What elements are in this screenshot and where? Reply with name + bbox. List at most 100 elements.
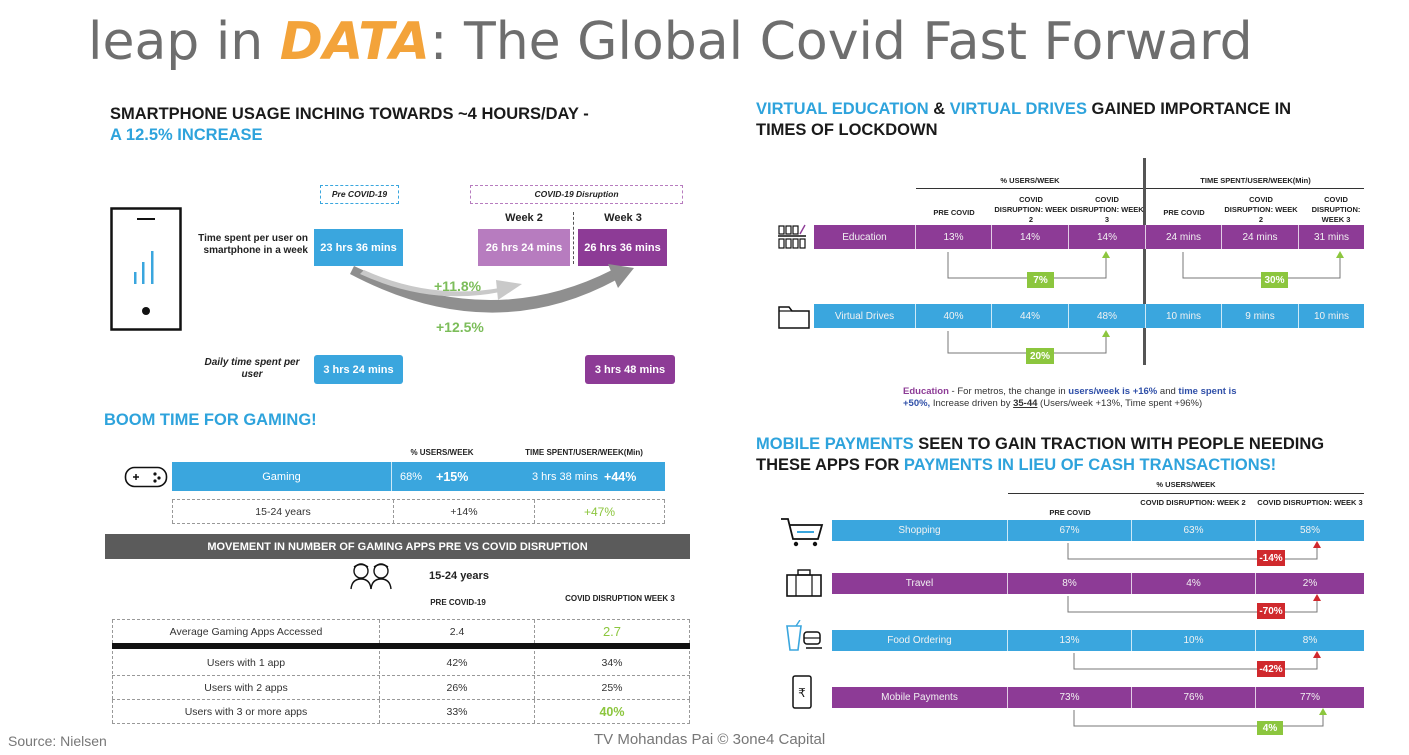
smartphone-heading-line2: A 12.5% INCREASE	[110, 126, 263, 144]
edu-col-time-pre: PRE COVID	[1163, 208, 1205, 217]
gaming-time-cell: 3 hrs 38 mins +44%	[532, 462, 665, 491]
apps-row-label: Users with 2 apps	[112, 676, 380, 699]
gaming-users-cell: 68% +15%	[392, 462, 532, 491]
virtual-drives-value: 10 mins	[1146, 304, 1222, 328]
food-row: Food Ordering 13% 10% 8%	[832, 630, 1364, 651]
education-value: 14%	[992, 225, 1069, 249]
edu-vertical-divider	[1143, 158, 1146, 365]
apps-row-pre: 2.4	[380, 620, 535, 643]
users-icon	[350, 563, 392, 590]
gaming-row: Gaming 68% +15% 3 hrs 38 mins +44%	[172, 462, 665, 491]
edu-group-time: TIME SPENT/USER/WEEK(Min)	[1200, 176, 1311, 185]
note-time: time spent is	[1178, 386, 1237, 397]
apps-row-pre: 42%	[380, 651, 535, 674]
mobile-payments-w3: 77%	[1299, 692, 1320, 703]
mobile-payments-badge: 4%	[1257, 721, 1283, 735]
gamepad-icon	[124, 466, 168, 488]
education-heading-part1: VIRTUAL EDUCATION	[756, 100, 929, 118]
covid-disruption-label: COVID-19 Disruption	[470, 185, 683, 204]
payments-heading-rest: SEEN TO GAIN TRACTION WITH PEOPLE NEEDIN…	[913, 435, 1325, 453]
apps-col-covid: COVID DISRUPTION WEEK 3	[565, 594, 675, 603]
virtual-drives-value: 40%	[916, 304, 992, 328]
folder-icon	[778, 306, 810, 329]
footer-source: Source: Nielsen	[8, 733, 107, 749]
note-text2: Increase driven by	[930, 398, 1014, 409]
education-connectors	[947, 251, 1344, 279]
food-connector	[1073, 651, 1321, 670]
growth-week2: +11.8%	[434, 278, 482, 294]
food-w2: 10%	[1132, 630, 1256, 651]
payments-heading-part1: MOBILE PAYMENTS	[756, 435, 914, 453]
pay-header-rule	[1008, 493, 1364, 494]
pay-col-pre: PRE COVID	[1049, 508, 1091, 517]
education-value: 14%	[1069, 225, 1146, 249]
travel-label: Travel	[832, 573, 1008, 594]
movement-heading: MOVEMENT IN NUMBER OF GAMING APPS PRE VS…	[105, 534, 690, 559]
apps-row-covid: 25%	[535, 676, 690, 699]
apps-row-pre: 33%	[380, 700, 535, 723]
suitcase-icon	[786, 569, 822, 597]
food-pre: 13%	[1008, 630, 1132, 651]
education-heading-part2: VIRTUAL DRIVES	[949, 100, 1087, 118]
education-heading-line2: TIMES OF LOCKDOWN	[756, 121, 938, 139]
title-suffix: : The Global Covid Fast Forward	[429, 12, 1253, 72]
apps-row-2: Users with 2 apps 26% 25%	[112, 675, 690, 699]
gaming-heading: BOOM TIME FOR GAMING!	[104, 411, 317, 429]
gaming-users-change: +15%	[436, 469, 469, 484]
apps-row-covid: 2.7	[535, 620, 690, 643]
edu-col-w3: COVID DISRUPTION: WEEK 3	[1070, 195, 1144, 224]
gaming-age-row: 15-24 years +14% +47%	[172, 499, 665, 524]
education-value: 24 mins	[1146, 225, 1222, 249]
week-divider	[573, 212, 574, 264]
pre-covid-label: Pre COVID-19	[320, 185, 399, 204]
mobile-payments-label: Mobile Payments	[832, 687, 1008, 708]
shopping-label: Shopping	[832, 520, 1008, 541]
edu-header-rule	[916, 188, 1364, 189]
gaming-time-change: +44%	[604, 469, 637, 484]
payments-heading: MOBILE PAYMENTS SEEN TO GAIN TRACTION WI…	[756, 434, 1324, 476]
note-age: 35-44	[1013, 398, 1038, 409]
apps-row-label: Average Gaming Apps Accessed	[112, 620, 380, 643]
education-value: 24 mins	[1222, 225, 1299, 249]
travel-w2: 4%	[1132, 573, 1256, 594]
note-lead: Education	[903, 386, 949, 397]
virtual-drives-value: 48%	[1069, 304, 1146, 328]
apps-col-pre: PRE COVID-19	[430, 598, 486, 607]
gaming-col-users: % USERS/WEEK	[410, 448, 474, 457]
education-row: Education 13% 14% 14% 24 mins 24 mins 31…	[814, 225, 1364, 249]
gaming-users-value: 68%	[400, 470, 423, 483]
time-spent-label: Time spent per user on smartphone in a w…	[198, 233, 308, 256]
education-heading-rest: GAINED IMPORTANCE IN	[1086, 100, 1292, 118]
shopping-connector	[1067, 541, 1321, 560]
week3-value: 26 hrs 36 mins	[578, 229, 667, 266]
gaming-col-time: TIME SPENT/USER/WEEK(Min)	[525, 448, 643, 457]
education-note: Education - For metros, the change in us…	[903, 386, 1236, 410]
books-icon	[778, 224, 806, 249]
title-prefix: leap in	[88, 12, 280, 72]
travel-badge: -70%	[1257, 603, 1285, 619]
shopping-w3: 58%	[1299, 525, 1320, 536]
food-badge: -42%	[1257, 661, 1285, 677]
education-label: Education	[814, 225, 916, 249]
age-group-label: 15-24 years	[429, 570, 489, 582]
virtual-drives-row: Virtual Drives 40% 44% 48% 10 mins 9 min…	[814, 304, 1364, 328]
week2-label: Week 2	[505, 212, 543, 224]
virtual-drives-label: Virtual Drives	[814, 304, 916, 328]
apps-row-covid: 34%	[535, 651, 690, 674]
virtual-drives-value: 9 mins	[1222, 304, 1299, 328]
virtual-drives-value: 44%	[992, 304, 1069, 328]
payments-heading-line2-part1: THESE APPS FOR	[756, 456, 904, 474]
note-text3: (Users/week +13%, Time spent +96%)	[1037, 398, 1203, 409]
note-pct: +50%,	[903, 398, 931, 409]
edu-col-w2: COVID DISRUPTION: WEEK 2	[994, 195, 1068, 224]
page-title: leap in DATA: The Global Covid Fast Forw…	[88, 12, 1253, 72]
food-icon	[786, 620, 822, 651]
week2-value: 26 hrs 24 mins	[478, 229, 570, 266]
gaming-age-users: +14%	[394, 500, 535, 523]
education-heading: VIRTUAL EDUCATION & VIRTUAL DRIVES GAINE…	[756, 99, 1291, 141]
pay-group-users: % USERS/WEEK	[1156, 480, 1216, 489]
svg-text:₹: ₹	[798, 686, 806, 700]
smartphone-heading: SMARTPHONE USAGE INCHING TOWARDS ~4 HOUR…	[110, 104, 589, 146]
pay-col-w2: COVID DISRUPTION: WEEK 2	[1140, 498, 1246, 507]
education-value: 31 mins	[1313, 231, 1349, 243]
